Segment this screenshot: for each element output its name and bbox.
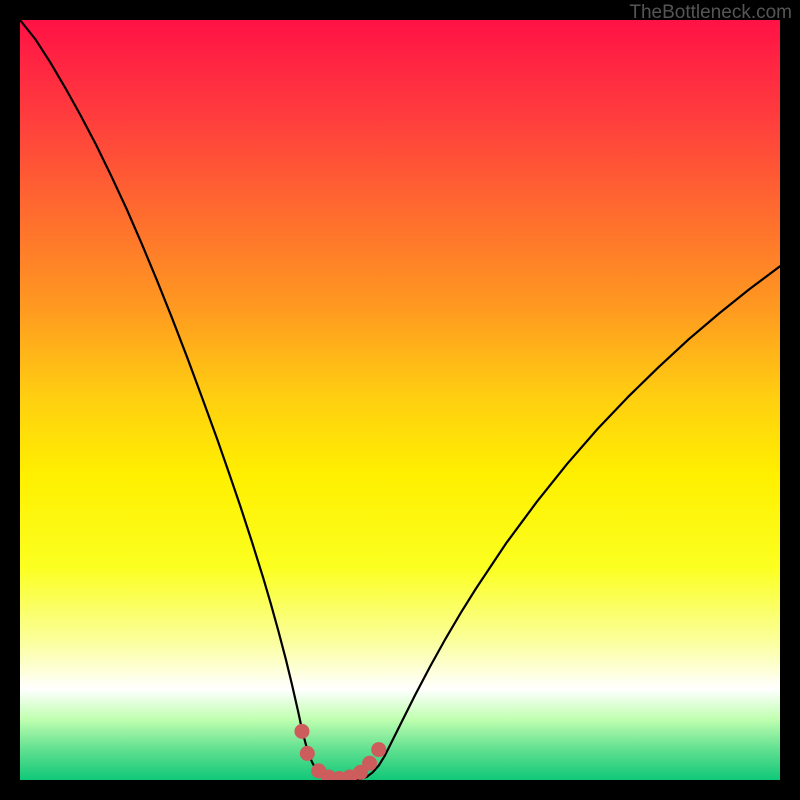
curve-marker xyxy=(300,746,314,760)
bottleneck-curve-chart xyxy=(20,20,780,780)
chart-area xyxy=(20,20,780,780)
curve-marker xyxy=(363,756,377,770)
curve-marker xyxy=(295,724,309,738)
curve-marker xyxy=(372,743,386,757)
chart-background xyxy=(20,20,780,780)
